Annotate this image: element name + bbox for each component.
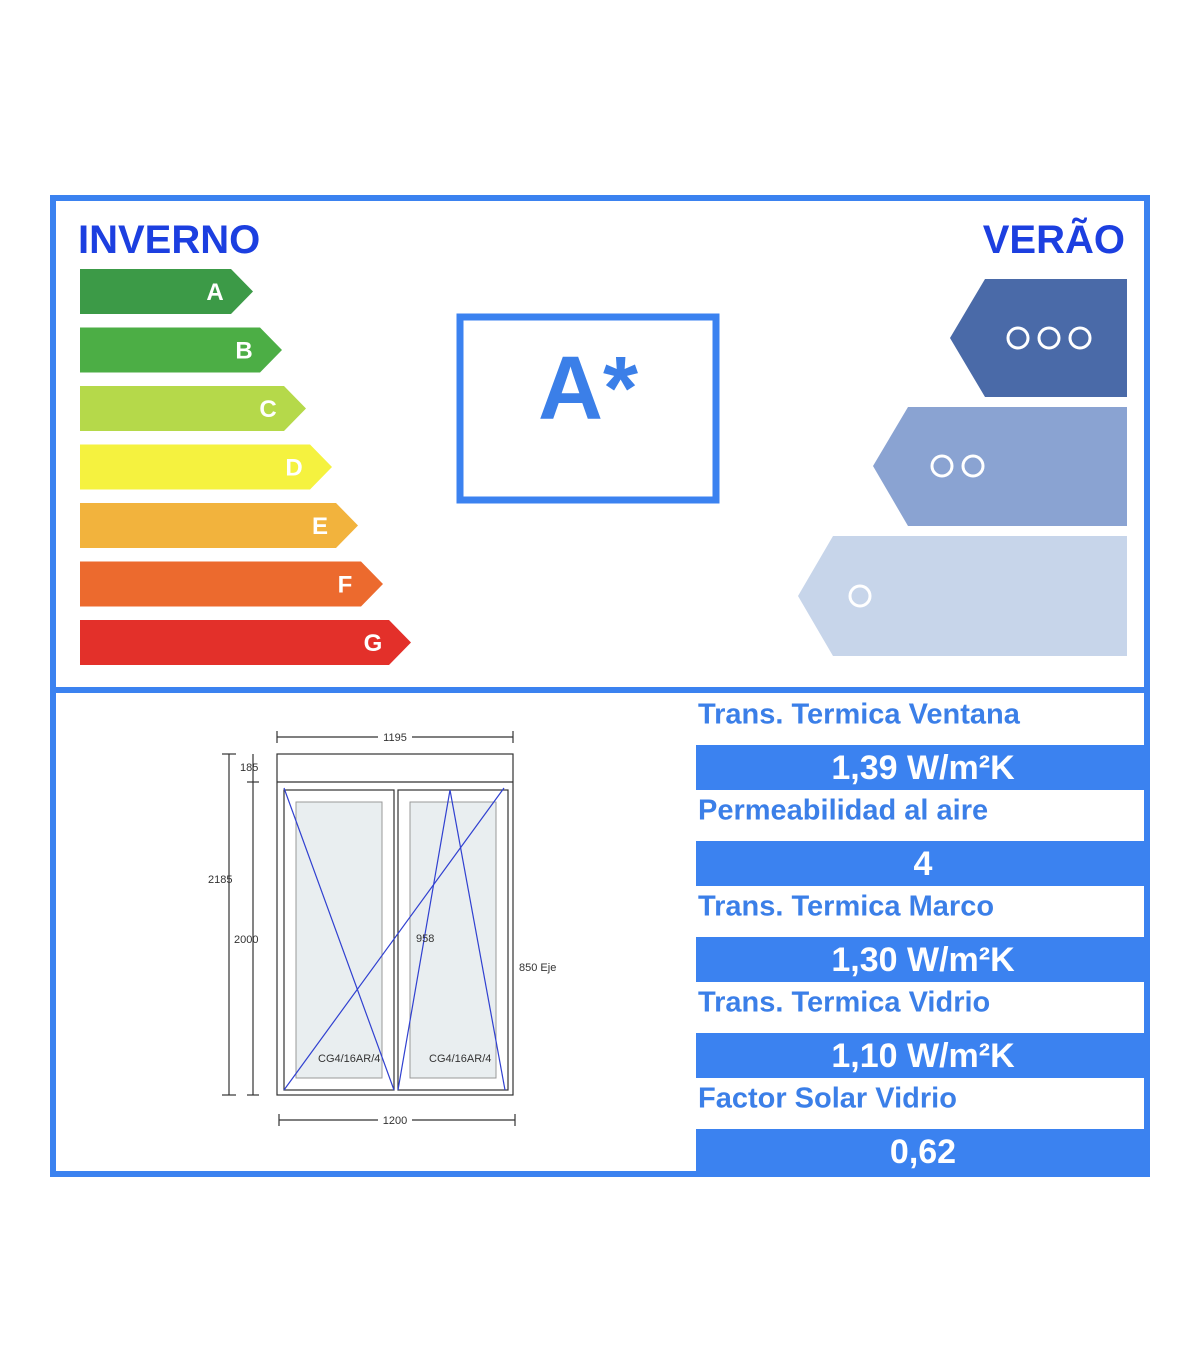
winter-class xyxy=(80,503,358,548)
rating: A* xyxy=(538,339,638,439)
winter-title: INVERNO xyxy=(78,218,260,262)
glass-left: CG4/16AR/4 xyxy=(318,1053,380,1065)
winter-scale: A B C D E F G xyxy=(80,269,411,665)
summer-class-2 xyxy=(873,407,1127,526)
property-label: Trans. Termica Vidrio xyxy=(698,987,990,1019)
winter-class-letter: A xyxy=(206,279,223,306)
dim-handle-height: 958 xyxy=(416,933,434,945)
rating-box xyxy=(456,313,720,504)
winter-class xyxy=(80,444,332,490)
property-value: 1,39 W/m²K xyxy=(831,749,1015,787)
winter-class xyxy=(80,386,306,431)
winter-class xyxy=(80,561,383,607)
property-label: Trans. Termica Marco xyxy=(698,891,994,923)
winter-class-letter: E xyxy=(312,513,328,540)
summer-scale xyxy=(798,279,1127,656)
property-bar xyxy=(696,841,1150,886)
property-label: Factor Solar Vidrio xyxy=(698,1083,957,1115)
winter-class xyxy=(80,269,253,314)
properties: Trans. Termica Ventana 1,39 W/m²K Permeabi… xyxy=(696,699,1150,1174)
stars xyxy=(848,326,1092,608)
dim-sash-height: 2000 xyxy=(234,934,258,946)
winter-class xyxy=(80,327,282,373)
dim-axis-height: 850 Eje xyxy=(519,962,556,974)
property-bar xyxy=(696,745,1150,790)
property-bar xyxy=(696,1129,1150,1174)
glass-right: CG4/16AR/4 xyxy=(429,1053,491,1065)
winter-class-letter: B xyxy=(235,337,252,364)
dim-bottom-width: 1200 xyxy=(383,1115,407,1127)
winter-class-letter: G xyxy=(364,630,383,657)
property-value: 1,10 W/m²K xyxy=(831,1037,1015,1075)
winter-class-letter: C xyxy=(259,396,276,423)
dim-total-height: 2185 xyxy=(208,874,232,886)
winter-class xyxy=(80,620,411,665)
winter-class-letter: D xyxy=(285,454,302,481)
winter-class-letter: F xyxy=(338,571,353,598)
property-bar xyxy=(696,937,1150,982)
dim-top-width: 1195 xyxy=(383,732,407,744)
property-value: 1,30 W/m²K xyxy=(831,941,1015,979)
property-bar xyxy=(696,1033,1150,1078)
summer-class-1 xyxy=(798,536,1127,656)
property-value: 4 xyxy=(914,845,933,883)
property-label: Trans. Termica Ventana xyxy=(698,699,1021,731)
dim-top-height: 185 xyxy=(240,762,258,774)
window-drawing: 1195 185 2185 2000 958 850 Eje CG4/16AR/… xyxy=(208,731,556,1127)
property-label: Permeabilidad al aire xyxy=(698,795,988,827)
property-value: 0,62 xyxy=(890,1133,956,1171)
summer-title: VERÃO xyxy=(983,216,1125,262)
